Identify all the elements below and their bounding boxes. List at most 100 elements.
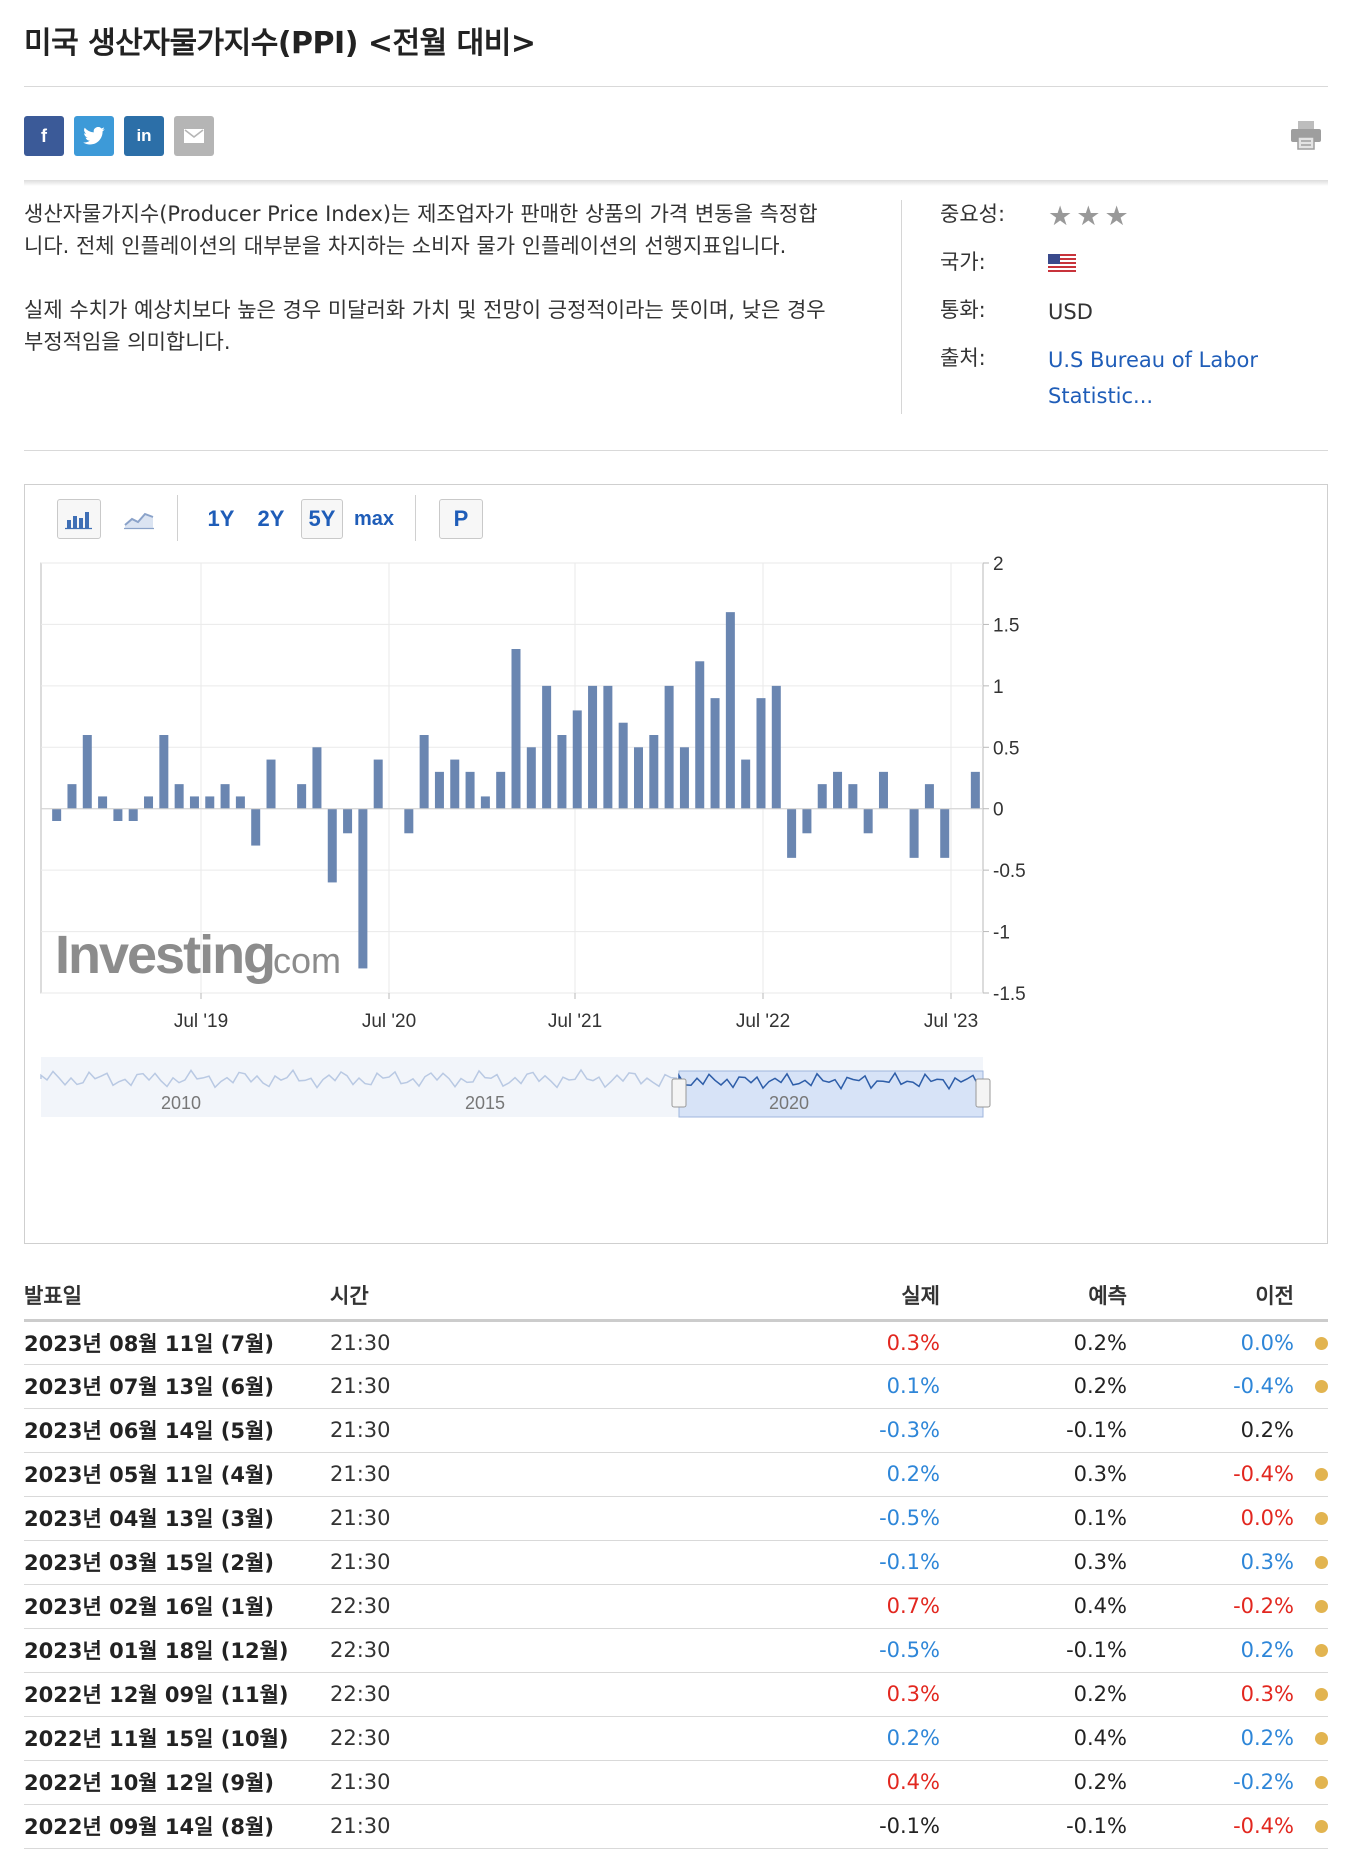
chart-bar[interactable]	[725, 612, 735, 809]
alert-dot-icon[interactable]	[1315, 1512, 1328, 1525]
navigator-selection[interactable]	[678, 1070, 984, 1118]
chart-bar[interactable]	[174, 784, 184, 809]
chart-bar[interactable]	[434, 771, 444, 809]
bar-chart-toggle-button[interactable]	[57, 499, 101, 539]
chart-bar[interactable]	[52, 808, 62, 821]
chart-bar[interactable]	[465, 771, 475, 809]
chart-bar[interactable]	[649, 735, 659, 809]
chart-bar[interactable]	[205, 796, 215, 809]
chart-bar[interactable]	[542, 685, 552, 809]
header-actual[interactable]: 실제	[530, 1272, 940, 1322]
alert-dot-icon[interactable]	[1315, 1380, 1328, 1393]
source-link[interactable]: U.S Bureau of Labor Statistic...	[1048, 348, 1259, 408]
chart-bar[interactable]	[940, 808, 950, 858]
range-1y-button[interactable]: 1Y	[207, 506, 235, 531]
range-max-button[interactable]: max	[353, 507, 395, 530]
chart-bar[interactable]	[480, 796, 490, 809]
alert-dot-icon[interactable]	[1315, 1468, 1328, 1481]
chart-bar[interactable]	[664, 685, 674, 809]
chart-bar[interactable]	[189, 796, 199, 809]
row-date: 2023년 03월 15일 (2월)	[24, 1540, 330, 1585]
navigator-series-selected	[678, 1071, 980, 1091]
chart-bar[interactable]	[113, 808, 123, 821]
chart-bar[interactable]	[802, 808, 812, 834]
title-divider	[24, 86, 1328, 87]
chart-bar[interactable]	[82, 735, 92, 809]
row-previous: -0.4%	[1127, 1804, 1294, 1849]
chart-bar[interactable]	[526, 747, 536, 809]
chart-bar[interactable]	[557, 735, 567, 809]
chart-bar[interactable]	[235, 796, 245, 809]
chart-bar[interactable]	[404, 808, 414, 834]
investing-logo-suffix: .com	[263, 940, 341, 981]
chart-bar[interactable]	[511, 649, 521, 809]
chart-bar[interactable]	[128, 808, 138, 821]
chart-bar[interactable]	[924, 784, 934, 809]
row-actual: 0.1%	[530, 1364, 940, 1409]
chart-bar[interactable]	[863, 808, 873, 834]
twitter-share-button[interactable]	[74, 116, 114, 156]
chart-bar[interactable]	[756, 698, 766, 809]
chart-bar[interactable]	[848, 784, 858, 809]
print-button[interactable]	[1290, 120, 1322, 150]
chart-bar[interactable]	[159, 735, 169, 809]
chart-bar[interactable]	[817, 784, 827, 809]
chart-bar[interactable]	[144, 796, 154, 809]
chart-bar[interactable]	[787, 808, 797, 858]
alert-dot-icon[interactable]	[1315, 1688, 1328, 1701]
alert-dot-icon[interactable]	[1315, 1776, 1328, 1789]
chart-area[interactable]: 2 1.5 1 0.5 0 -0.5 -1 -1.5 Jul '19 Jul '20 Jul '21…	[25, 551, 1327, 1243]
chart-bar[interactable]	[358, 808, 368, 969]
navigator-right-handle[interactable]	[975, 1078, 991, 1108]
p-button[interactable]: P	[439, 499, 483, 539]
alert-dot-icon[interactable]	[1315, 1820, 1328, 1833]
chart-bar[interactable]	[572, 710, 582, 809]
email-share-button[interactable]	[174, 116, 214, 156]
alert-dot-icon[interactable]	[1315, 1600, 1328, 1613]
chart-bar[interactable]	[618, 722, 628, 809]
chart-bar[interactable]	[496, 771, 506, 809]
chart-bar[interactable]	[878, 771, 888, 809]
chart-bar[interactable]	[98, 796, 108, 809]
facebook-share-button[interactable]: f	[24, 116, 64, 156]
chart-bar[interactable]	[67, 784, 77, 809]
alert-dot-icon[interactable]	[1315, 1644, 1328, 1657]
chart-bar[interactable]	[220, 784, 230, 809]
chart-bar[interactable]	[373, 759, 383, 809]
chart-bar[interactable]	[771, 685, 781, 809]
chart-bar[interactable]	[327, 808, 337, 883]
chart-bar[interactable]	[297, 784, 307, 809]
chart-bar[interactable]	[695, 661, 705, 809]
chart-bar[interactable]	[710, 698, 720, 809]
chart-bar[interactable]	[679, 747, 689, 809]
chart-bar[interactable]	[970, 771, 980, 809]
chart-bar[interactable]	[588, 685, 598, 809]
header-previous[interactable]: 이전	[1127, 1272, 1294, 1322]
chart-bar[interactable]	[741, 759, 751, 809]
chart-bar[interactable]	[633, 747, 643, 809]
chart-bar[interactable]	[312, 747, 322, 809]
bar-chart-icon	[65, 512, 92, 530]
linkedin-share-button[interactable]: in	[124, 116, 164, 156]
chart-bar[interactable]	[450, 759, 460, 809]
line-chart-toggle-button[interactable]	[117, 499, 161, 539]
header-time[interactable]: 시간	[330, 1272, 530, 1322]
alert-dot-icon[interactable]	[1315, 1336, 1328, 1350]
navigator-left-handle[interactable]	[671, 1078, 687, 1108]
meta-panel: 중요성: ★ ★ ★ 국가: 통화: USD 출처: U.S Bureau of…	[940, 198, 1330, 414]
chart-bar[interactable]	[343, 808, 353, 834]
alert-dot-icon[interactable]	[1315, 1732, 1328, 1745]
chart-bar[interactable]	[266, 759, 276, 809]
header-forecast[interactable]: 예측	[940, 1272, 1127, 1322]
chart-bar[interactable]	[251, 808, 261, 846]
chart-bar[interactable]	[419, 735, 429, 809]
header-date[interactable]: 발표일	[24, 1272, 330, 1322]
chart-bar[interactable]	[833, 771, 843, 809]
chart-bar[interactable]	[909, 808, 919, 858]
range-5y-button[interactable]: 5Y	[301, 499, 343, 539]
row-previous: 0.2%	[1127, 1628, 1294, 1673]
range-2y-button[interactable]: 2Y	[257, 506, 285, 531]
alert-dot-icon[interactable]	[1315, 1556, 1328, 1569]
chart-bar[interactable]	[603, 685, 613, 809]
investing-logo: Investing	[55, 925, 274, 985]
